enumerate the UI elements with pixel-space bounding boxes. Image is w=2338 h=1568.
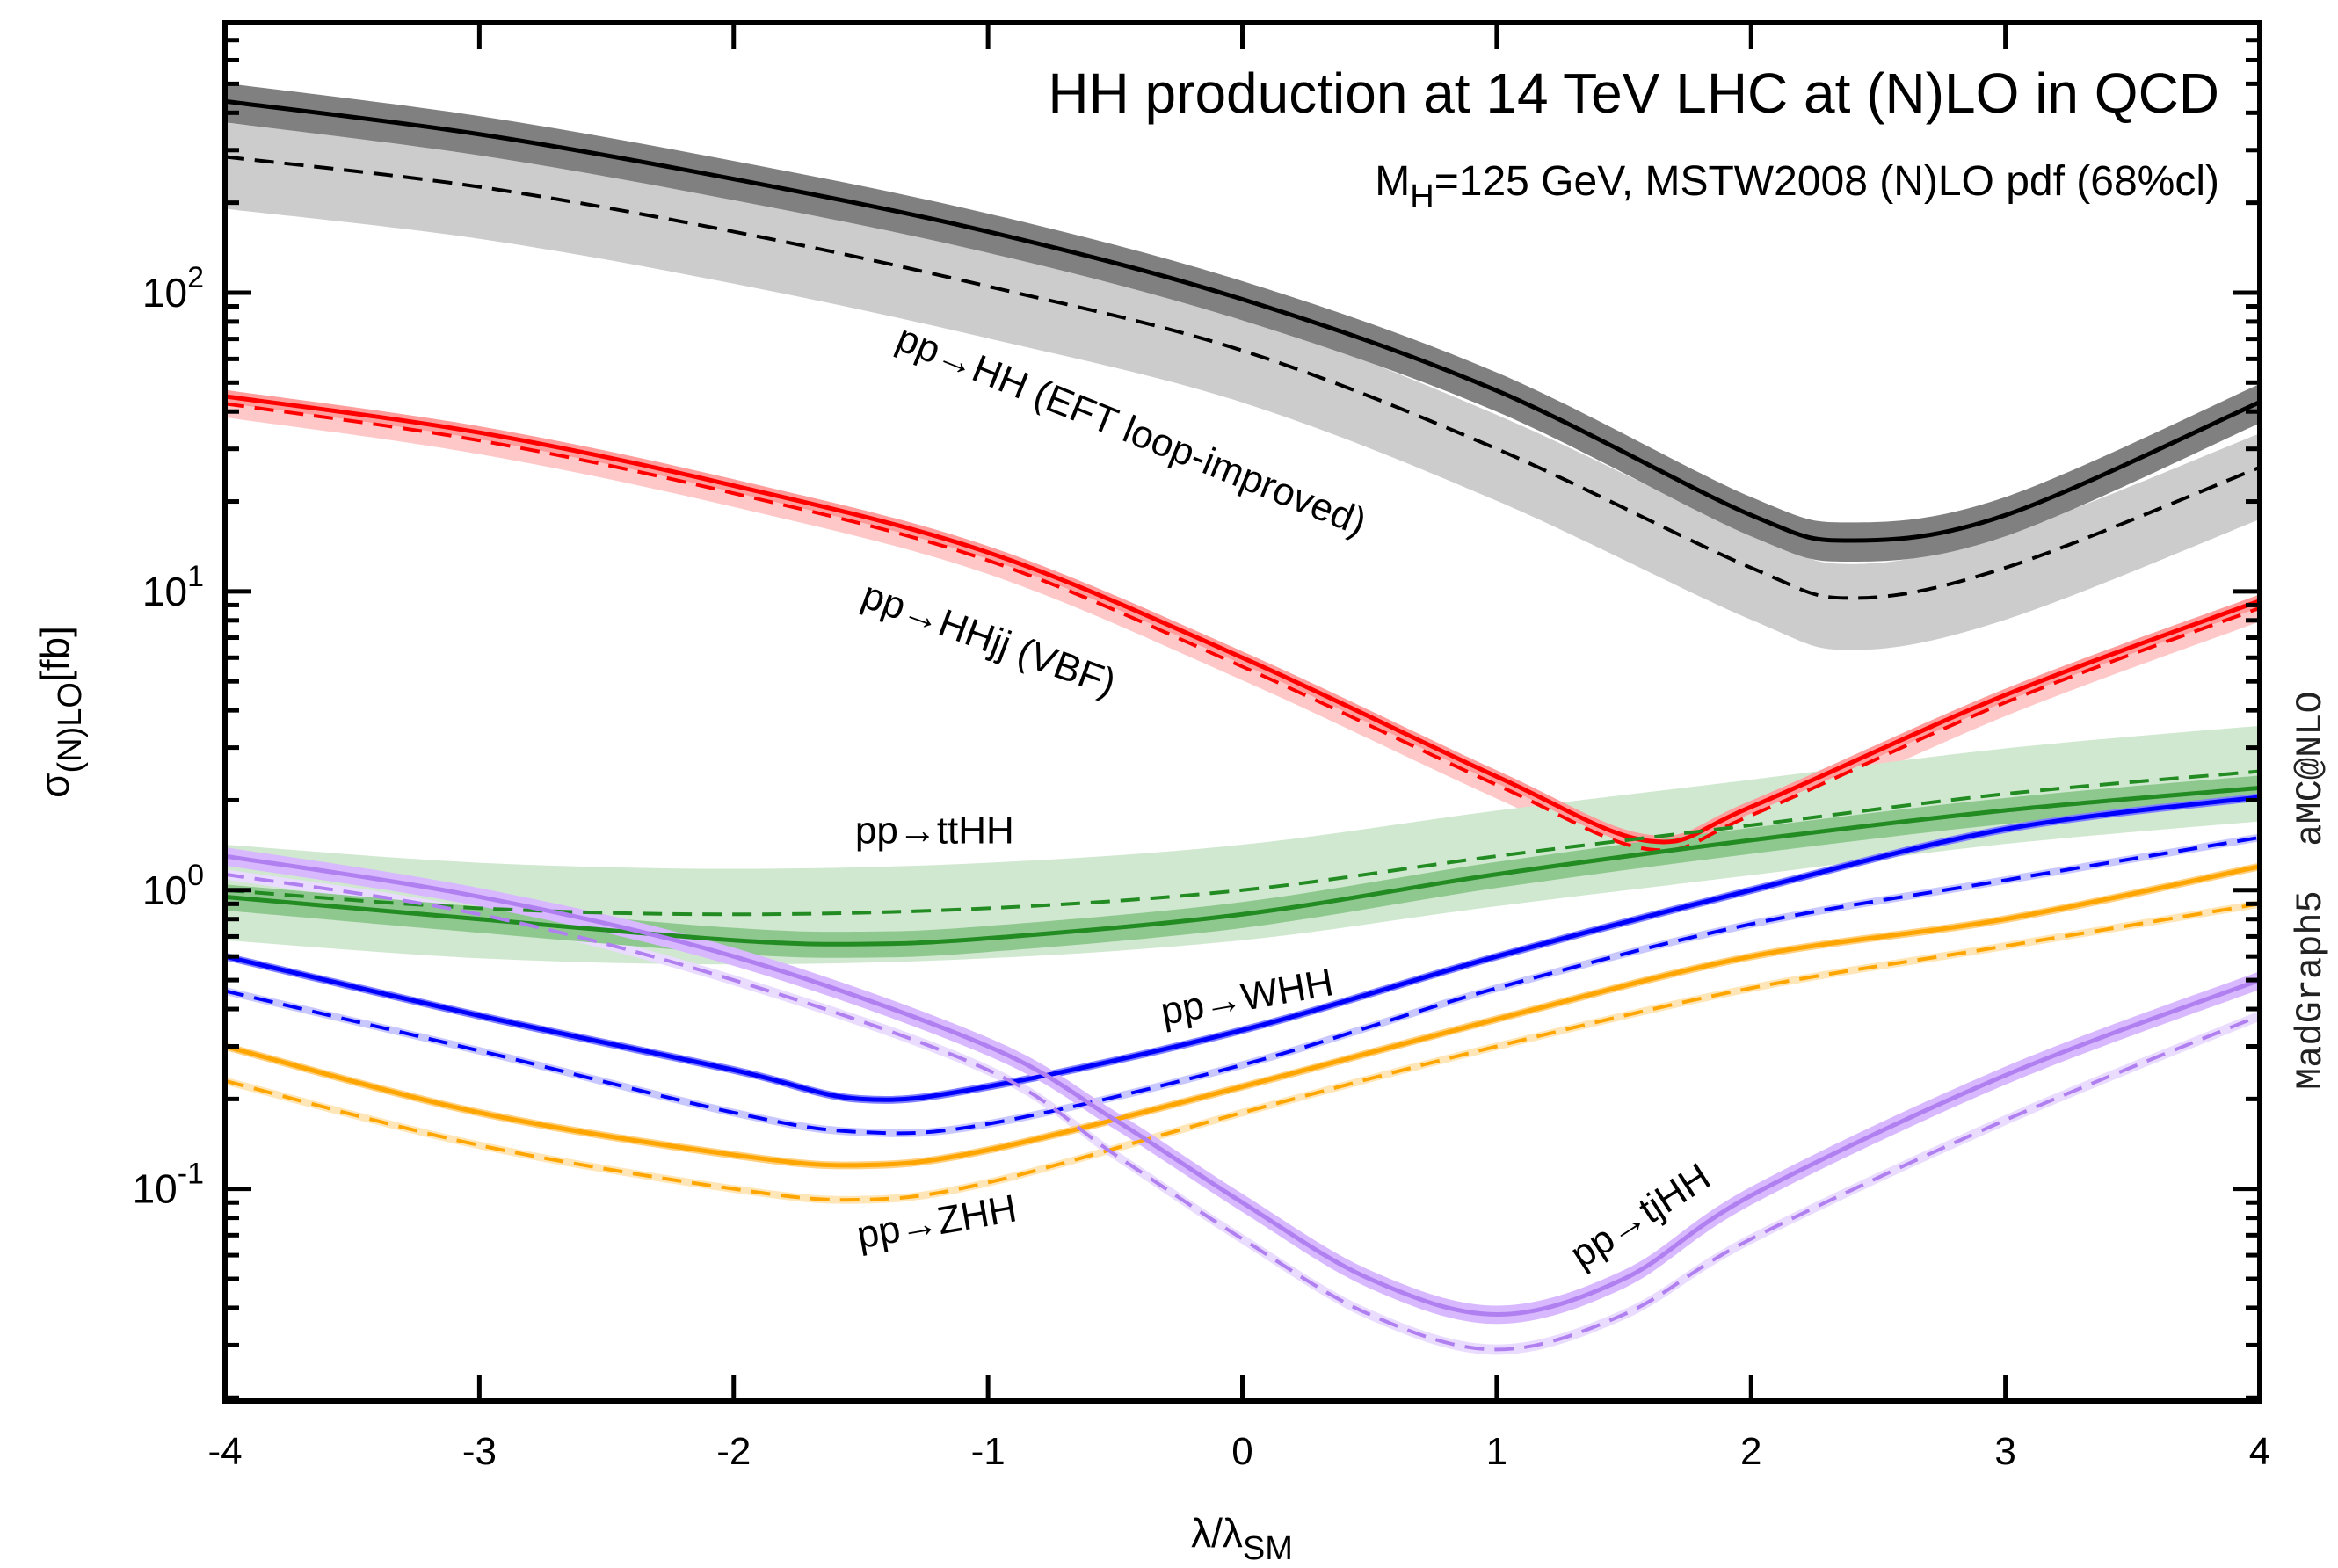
x-tick-label: -4 (207, 1430, 242, 1473)
uncertainty-bands (225, 83, 2260, 1355)
y-tick-label: 102 (142, 261, 204, 316)
x-tick-label: 3 (1994, 1430, 2015, 1473)
x-tick-label: 1 (1486, 1430, 1507, 1473)
y-tick-label: 100 (142, 859, 204, 913)
x-tick-labels: -4 -3 -2 -1 0 1 2 3 4 (207, 1430, 2270, 1473)
band-0 (225, 83, 2260, 562)
series-line-7 (224, 835, 2261, 1136)
x-tick-label: -2 (716, 1430, 751, 1473)
y-axis-label: σ(N)LO[fb] (32, 626, 89, 798)
series-line-8 (224, 864, 2261, 1168)
x-tick-label: -3 (462, 1430, 497, 1473)
x-tick-label: -1 (971, 1430, 1006, 1473)
curve-label: pp→WHH (1158, 961, 1337, 1034)
series-line-11 (224, 872, 2261, 1352)
series-lines (224, 98, 2262, 1352)
watermark-text: MadGraph5 aMC@NLO (2290, 691, 2332, 1090)
series-line-0 (224, 98, 2262, 543)
band-4 (225, 725, 2260, 965)
series-line-10 (224, 853, 2261, 1318)
band-5 (225, 775, 2260, 958)
chart-title: HH production at 14 TeV LHC at (N)LO in … (1048, 62, 2219, 125)
band-3 (225, 391, 2260, 864)
series-line-1 (224, 155, 2261, 600)
band-1 (225, 122, 2260, 650)
y-tick-labels: 102 101 100 10-1 (133, 261, 204, 1212)
x-axis-label: λ/λSM (1191, 1510, 1293, 1567)
y-tick-label: 10-1 (133, 1158, 204, 1212)
x-tick-label: 0 (1231, 1430, 1252, 1473)
series-line-3 (224, 402, 2261, 853)
series-line-9 (224, 902, 2261, 1202)
y-tick-label: 101 (142, 560, 204, 614)
curve-label: pp→ttHH (855, 809, 1014, 853)
series-line-5 (224, 785, 2261, 947)
band-10 (225, 847, 2260, 1325)
series-line-6 (224, 795, 2261, 1102)
x-tick-label: 2 (1740, 1430, 1761, 1473)
curve-label: pp→tjHH (1563, 1155, 1717, 1276)
x-tick-label: 4 (2249, 1430, 2270, 1473)
series-line-2 (224, 394, 2261, 845)
chart-subtitle: MH=125 GeV, MSTW2008 (N)LO pdf (68%cl) (1375, 158, 2219, 215)
plot-frame (222, 20, 2262, 1404)
band-6 (225, 793, 2260, 1104)
